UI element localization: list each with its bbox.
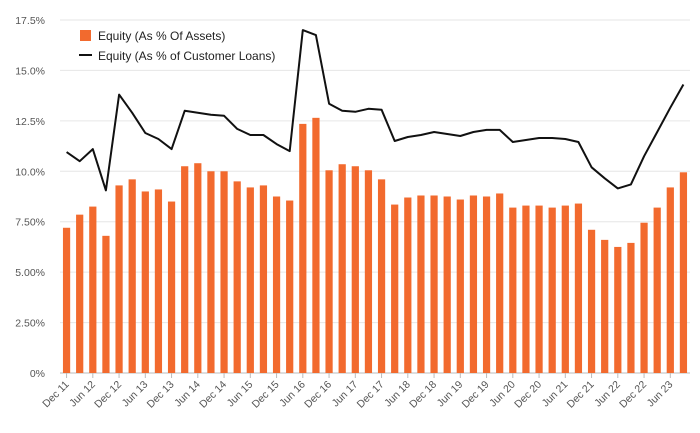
bar-series: [62, 117, 688, 374]
bar-mar-14: [181, 166, 189, 373]
x-tick-label: Dec 12: [92, 379, 124, 411]
x-tick-label: Dec 11: [40, 379, 72, 411]
x-tick-label: Jun 23: [645, 379, 676, 410]
legend: Equity (As % Of Assets) Equity (As % of …: [79, 29, 275, 63]
bar-jun-18: [404, 197, 412, 373]
bar-sep-21: [574, 203, 583, 373]
bar-dec-22: [640, 222, 648, 373]
bar-dec-21: [587, 229, 596, 373]
x-tick-label: Dec 19: [460, 379, 492, 411]
line-series: [66, 29, 685, 192]
x-tick-label: Dec 22: [617, 379, 649, 411]
y-tick-label: 12.5%: [15, 116, 45, 128]
bar-mar-20: [496, 193, 504, 373]
bar-jun-21: [561, 205, 569, 373]
bar-sep-17: [364, 170, 373, 373]
x-tick-label: Dec 21: [565, 379, 597, 411]
y-tick-label: 7.50%: [15, 217, 45, 229]
x-tick-label: Dec 14: [197, 379, 229, 411]
bar-sep-22: [627, 242, 635, 373]
bar-mar-16: [286, 200, 294, 373]
grid-lines: [60, 19, 690, 374]
bar-sep-19: [469, 195, 478, 373]
bar-jun-12: [89, 206, 97, 373]
y-axis: 0% 2.50% 5.00% 7.50% 10.0% 12.5% 15.0% 17.5%: [15, 15, 45, 380]
bar-jun-20: [509, 207, 517, 373]
y-tick-label: 2.50%: [15, 318, 45, 330]
x-tick-label: Dec 20: [512, 379, 544, 411]
y-tick-label: 0%: [30, 368, 45, 380]
bar-jun-13: [141, 191, 149, 373]
bar-mar-17: [338, 164, 346, 373]
bar-sep-14: [207, 171, 215, 373]
bar-sep-15: [259, 185, 268, 373]
y-tick-label: 15.0%: [15, 65, 45, 77]
y-tick-label: 5.00%: [15, 267, 45, 279]
bar-jun-16: [299, 123, 307, 373]
bar-dec-13: [167, 201, 176, 373]
bar-dec-15: [272, 196, 281, 373]
bar-dec-11: [62, 227, 71, 373]
bar-dec-19: [482, 196, 491, 373]
bar-dec-17: [377, 179, 386, 373]
bar-sep-12: [102, 235, 110, 373]
bar-sep-16: [312, 117, 320, 374]
bar-dec-12: [115, 185, 123, 373]
legend-bar-swatch: [80, 30, 91, 41]
bar-dec-20: [535, 205, 543, 373]
legend-label-assets: Equity (As % Of Assets): [98, 29, 225, 43]
bar-mar-15: [233, 181, 241, 373]
bar-jun-14: [194, 163, 202, 373]
x-tick-label: Dec 18: [407, 379, 439, 411]
bar-dec-16: [325, 170, 333, 373]
bar-dec-14: [220, 171, 228, 373]
legend-label-loans: Equity (As % of Customer Loans): [98, 49, 275, 63]
x-tick-label: Dec 15: [250, 379, 282, 411]
bar-mar-21: [548, 207, 556, 373]
y-tick-label: 10.0%: [15, 166, 45, 178]
bar-sep-13: [154, 189, 163, 373]
bar-sep-23: [679, 172, 688, 373]
bar-sep-20: [522, 205, 530, 373]
bar-mar-13: [128, 179, 136, 373]
bar-jun-22: [614, 246, 622, 373]
bar-mar-22: [601, 239, 609, 373]
bar-sep-18: [417, 195, 425, 373]
bar-mar-19: [443, 196, 451, 373]
bar-dec-18: [430, 195, 438, 373]
bar-mar-12: [76, 214, 84, 373]
bar-jun-15: [246, 187, 254, 373]
y-tick-label: 17.5%: [15, 15, 45, 27]
x-tick-label: Dec 13: [145, 379, 177, 411]
bar-mar-23: [653, 207, 661, 373]
x-tick-label: Dec 17: [355, 379, 387, 411]
x-tick-label: Dec 16: [302, 379, 334, 411]
bar-jun-19: [456, 199, 464, 373]
bar-jun-17: [351, 166, 359, 373]
bar-jun-23: [666, 187, 674, 373]
bar-mar-18: [391, 204, 399, 373]
